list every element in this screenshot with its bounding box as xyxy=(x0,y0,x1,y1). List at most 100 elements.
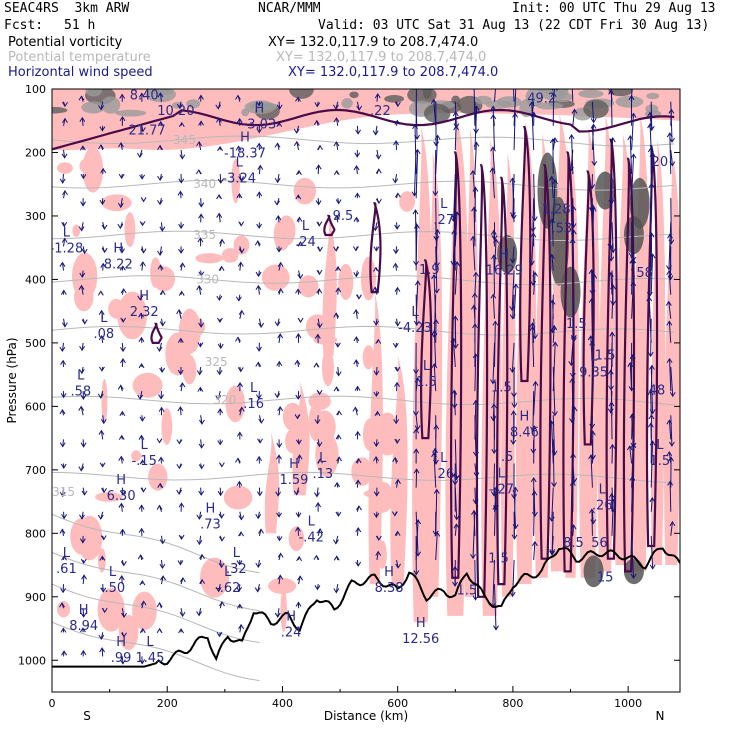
wind-vector-head xyxy=(196,370,203,376)
high-wind-patch xyxy=(349,91,359,99)
wind-vector-head xyxy=(590,519,597,525)
wind-vector-head xyxy=(570,229,577,235)
isentrope-low xyxy=(52,583,260,643)
wind-vector xyxy=(375,125,378,135)
x-tick-label: 400 xyxy=(272,697,293,710)
wind-vector-head xyxy=(255,514,262,520)
wind-vector-head xyxy=(137,295,144,301)
wind-vector xyxy=(435,135,439,175)
wind-vector-head xyxy=(79,116,86,123)
wind-vector-head xyxy=(433,288,440,294)
wind-vector xyxy=(591,101,595,123)
wind-vector-head xyxy=(117,202,124,209)
wind-vector xyxy=(219,174,222,183)
isentrope-330 xyxy=(52,275,675,286)
x-tick-label: 200 xyxy=(157,697,178,710)
wind-vector-head xyxy=(414,81,419,85)
wind-vector-head xyxy=(61,555,67,561)
wind-vector-head xyxy=(98,429,105,435)
wind-vector-head xyxy=(199,419,205,425)
wind-vector xyxy=(433,99,437,126)
pv-blob xyxy=(165,332,191,376)
wind-vector xyxy=(669,234,672,271)
wind-vector-head xyxy=(118,142,124,148)
wind-vector-head xyxy=(256,142,263,148)
pv-blob xyxy=(221,248,239,263)
wind-vector-head xyxy=(198,94,204,100)
wind-vector xyxy=(355,309,358,319)
wind-vector-head xyxy=(335,199,342,205)
wind-vector-head xyxy=(549,548,556,555)
center-value: -4.23 xyxy=(398,321,432,336)
wind-vector xyxy=(591,298,593,343)
wind-vector xyxy=(493,321,496,368)
wind-vector-head xyxy=(647,111,653,117)
wind-vector xyxy=(435,246,438,293)
wind-vector xyxy=(552,415,556,455)
wind-vector-head xyxy=(430,98,437,104)
wind-vector-head xyxy=(354,152,361,158)
wind-vector-head xyxy=(138,504,145,510)
wind-vector-head xyxy=(217,178,224,184)
wind-vector xyxy=(493,239,497,271)
wind-vector xyxy=(590,454,593,488)
wind-vector-head xyxy=(413,320,420,326)
center-high-marker: H xyxy=(116,635,126,650)
pv-blob xyxy=(308,392,331,410)
wind-vector-head xyxy=(630,112,637,118)
wind-vector xyxy=(433,330,437,368)
wind-vector-head xyxy=(100,262,107,268)
pv-value-label: 1.5 xyxy=(595,349,616,364)
wind-vector-head xyxy=(237,382,243,388)
wind-vector-head xyxy=(313,492,320,498)
wind-vector-head xyxy=(588,454,594,460)
wind-vector-head xyxy=(589,184,596,190)
wind-vector-head xyxy=(413,448,420,454)
wind-vector-head xyxy=(668,456,674,462)
wind-vector xyxy=(121,342,124,352)
wind-vector-head xyxy=(80,612,87,618)
wind-vector-head xyxy=(352,406,359,412)
wind-vector-head xyxy=(258,322,265,329)
wind-vector-head xyxy=(394,321,401,327)
wind-vector-head xyxy=(295,96,301,102)
wind-vector-head xyxy=(610,300,617,306)
legend-wind-field: Horizontal wind speed xyxy=(8,65,153,80)
x-tick-label: 0 xyxy=(49,697,56,710)
isentrope-low xyxy=(52,621,260,682)
wind-vector-head xyxy=(294,414,301,420)
center-low-marker: L xyxy=(498,467,506,482)
pv-blob xyxy=(124,212,136,248)
wind-vector-head xyxy=(433,141,440,147)
pv-blob xyxy=(288,526,305,552)
isentrope-low xyxy=(52,551,260,612)
wind-vector-head xyxy=(296,454,303,460)
wind-vector-head xyxy=(59,491,66,498)
wind-vector-head xyxy=(218,462,225,468)
wind-vector xyxy=(101,310,104,319)
wind-vector-head xyxy=(373,512,380,519)
wind-vector-head xyxy=(79,514,85,520)
center-low-marker: L xyxy=(319,451,327,466)
wind-vector-head xyxy=(277,261,284,267)
wind-vector xyxy=(629,135,633,175)
wind-vector-head xyxy=(78,405,85,411)
wind-vector-head xyxy=(591,273,598,279)
wind-vector-head xyxy=(138,434,145,440)
wind-vector-head xyxy=(509,305,516,312)
wind-vector-head xyxy=(216,317,223,323)
wind-vector xyxy=(512,559,515,597)
wind-vector-head xyxy=(218,513,225,519)
wind-vector-head xyxy=(492,320,499,326)
pv-contour-layer xyxy=(52,108,675,598)
wind-vector-head xyxy=(157,250,163,256)
wind-vector-head xyxy=(608,256,615,262)
high-wind-patch xyxy=(623,558,644,585)
wind-vector-head xyxy=(78,95,85,101)
wind-vector xyxy=(160,222,163,231)
wind-vector xyxy=(81,117,84,126)
wind-vector xyxy=(552,325,555,343)
wind-vector-head xyxy=(532,380,539,386)
wind-vector xyxy=(278,101,281,109)
